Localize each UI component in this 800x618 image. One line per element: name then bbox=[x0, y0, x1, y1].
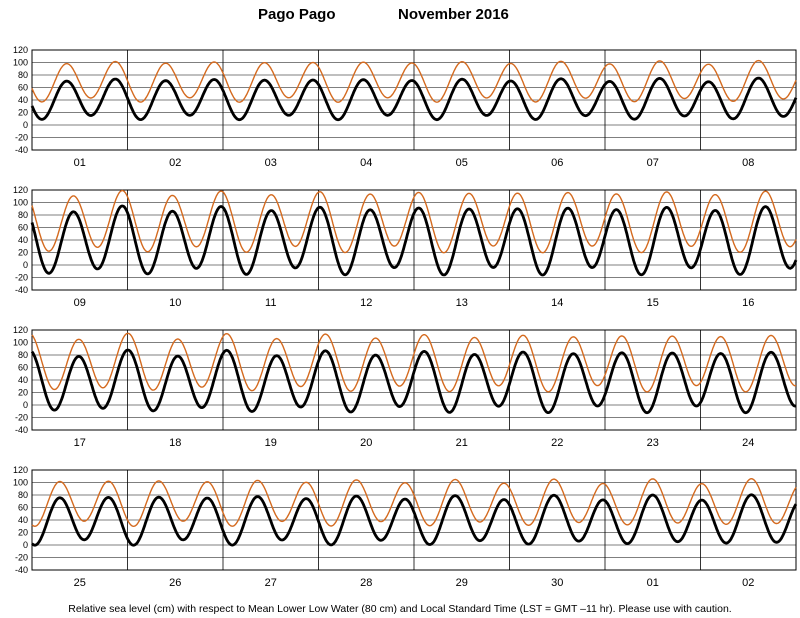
day-label: 11 bbox=[265, 297, 276, 309]
day-label: 03 bbox=[265, 157, 277, 169]
y-tick-label: -40 bbox=[15, 285, 28, 295]
y-tick-label: 40 bbox=[18, 95, 28, 105]
y-tick-label: -40 bbox=[15, 425, 28, 435]
y-tick-label: 0 bbox=[23, 400, 28, 410]
predicted-tide-line bbox=[31, 493, 798, 547]
day-label: 14 bbox=[551, 297, 563, 309]
y-tick-label: 100 bbox=[13, 338, 28, 348]
y-tick-label: 0 bbox=[23, 260, 28, 270]
day-label: 17 bbox=[74, 437, 86, 449]
day-label: 02 bbox=[742, 577, 754, 589]
y-tick-label: 120 bbox=[13, 325, 28, 335]
y-tick-label: 40 bbox=[18, 515, 28, 525]
predicted-tide-line bbox=[30, 348, 797, 415]
y-tick-label: 80 bbox=[18, 210, 28, 220]
y-tick-label: 100 bbox=[13, 198, 28, 208]
y-tick-label: 20 bbox=[18, 528, 28, 538]
panel-3: 120 100 80 60 40 20 0 -20 -40 17 18 19 20 21 22 23 24 bbox=[13, 325, 797, 449]
y-tick-label: -40 bbox=[15, 145, 28, 155]
y-tick-label: 100 bbox=[13, 478, 28, 488]
day-label: 09 bbox=[74, 297, 86, 309]
y-tick-label: 0 bbox=[23, 540, 28, 550]
y-tick-label: 80 bbox=[18, 70, 28, 80]
day-label: 06 bbox=[551, 157, 563, 169]
day-label: 22 bbox=[551, 437, 563, 449]
day-label: 20 bbox=[360, 437, 372, 449]
y-tick-label: 0 bbox=[23, 120, 28, 130]
y-tick-label: 60 bbox=[18, 83, 28, 93]
day-label: 01 bbox=[647, 577, 659, 589]
day-label: 25 bbox=[74, 577, 86, 589]
day-label: 12 bbox=[360, 297, 372, 309]
panel-frame bbox=[31, 469, 797, 571]
day-label: 13 bbox=[456, 297, 468, 309]
observed-tide-line bbox=[31, 478, 797, 527]
day-label: 08 bbox=[742, 157, 754, 169]
y-tick-label: 20 bbox=[18, 108, 28, 118]
day-label: 18 bbox=[169, 437, 181, 449]
day-label: 19 bbox=[265, 437, 277, 449]
day-label: 05 bbox=[456, 157, 468, 169]
y-tick-label: -20 bbox=[15, 413, 28, 423]
day-label: 16 bbox=[742, 297, 754, 309]
day-label: 04 bbox=[360, 157, 372, 169]
panel-2: 120 100 80 60 40 20 0 -20 -40 09 10 11 12 13 14 15 16 bbox=[13, 185, 798, 309]
day-label: 29 bbox=[456, 577, 468, 589]
y-tick-label: 100 bbox=[13, 58, 28, 68]
y-tick-label: 20 bbox=[18, 248, 28, 258]
y-tick-label: 120 bbox=[13, 45, 28, 55]
day-label: 28 bbox=[360, 577, 372, 589]
y-tick-label: -40 bbox=[15, 565, 28, 575]
observed-tide-line bbox=[31, 59, 797, 103]
month-year-title: November 2016 bbox=[398, 6, 509, 23]
y-tick-label: 80 bbox=[18, 490, 28, 500]
day-label: 02 bbox=[169, 157, 181, 169]
day-label: 15 bbox=[647, 297, 659, 309]
panel-frame bbox=[31, 329, 797, 431]
y-tick-label: 80 bbox=[18, 350, 28, 360]
day-label: 23 bbox=[647, 437, 659, 449]
panel-1: 120 100 80 60 40 20 0 -20 -40 01 02 03 04 05 06 07 08 bbox=[13, 45, 798, 169]
y-tick-label: -20 bbox=[15, 133, 28, 143]
observed-tide-line bbox=[31, 332, 796, 393]
footer-note: Relative sea level (cm) with respect to … bbox=[68, 603, 731, 615]
y-tick-label: 60 bbox=[18, 503, 28, 513]
y-tick-label: 40 bbox=[18, 375, 28, 385]
predicted-tide-line bbox=[30, 204, 798, 277]
day-label: 21 bbox=[456, 437, 468, 449]
observed-tide-line bbox=[31, 189, 797, 254]
panel-4: 120 100 80 60 40 20 0 -20 -40 25 26 27 28 29 30 01 02 bbox=[13, 465, 798, 589]
day-label: 01 bbox=[74, 157, 86, 169]
day-label: 07 bbox=[647, 157, 659, 169]
y-tick-label: 120 bbox=[13, 185, 28, 195]
predicted-tide-line bbox=[30, 76, 798, 122]
y-tick-label: 60 bbox=[18, 223, 28, 233]
day-label: 30 bbox=[551, 577, 563, 589]
day-label: 10 bbox=[169, 297, 181, 309]
station-title: Pago Pago bbox=[258, 6, 336, 23]
day-label: 24 bbox=[742, 437, 754, 449]
y-tick-label: 20 bbox=[18, 388, 28, 398]
y-tick-label: 60 bbox=[18, 363, 28, 373]
y-tick-label: 120 bbox=[13, 465, 28, 475]
day-label: 26 bbox=[169, 577, 181, 589]
y-tick-label: 40 bbox=[18, 235, 28, 245]
day-label: 27 bbox=[265, 577, 277, 589]
y-tick-label: -20 bbox=[15, 553, 28, 563]
y-tick-label: -20 bbox=[15, 273, 28, 283]
